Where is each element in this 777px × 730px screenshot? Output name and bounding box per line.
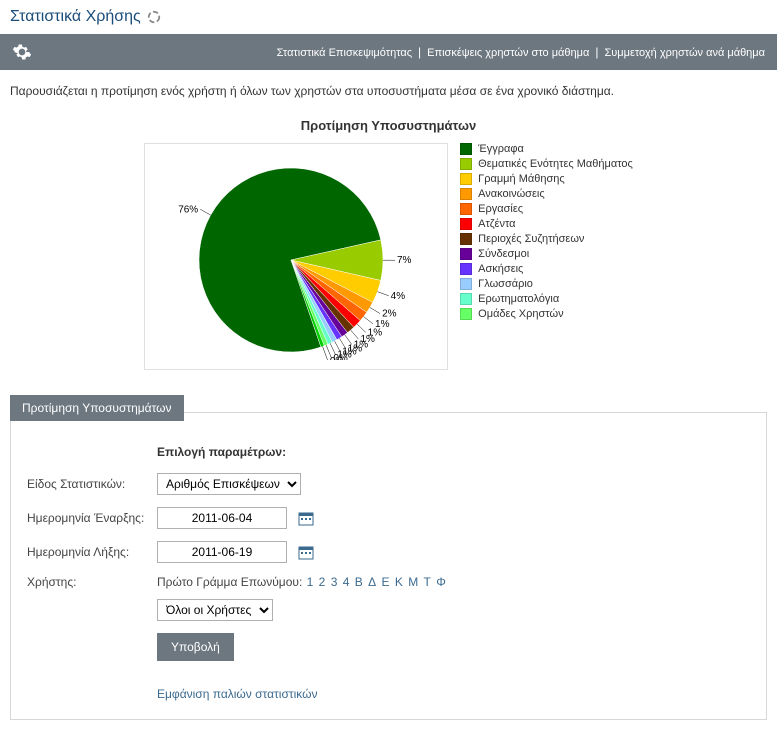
- page-title-text: Στατιστικά Χρήσης: [10, 8, 141, 26]
- refresh-icon: [147, 10, 161, 24]
- chart-area: 76%7%4%2%1%1%1%1%1%1%1%0%0% ΈγγραφαΘεματ…: [0, 143, 777, 390]
- letter-link[interactable]: Β: [355, 575, 363, 589]
- legend-swatch: [460, 203, 472, 215]
- letter-link[interactable]: 2: [319, 575, 326, 589]
- letters-label: Πρώτο Γράμμα Επωνύμου:: [157, 575, 302, 589]
- letter-link[interactable]: Δ: [368, 575, 376, 589]
- legend-swatch: [460, 278, 472, 290]
- legend-label: Έγγραφα: [478, 143, 524, 155]
- legend-label: Ομάδες Χρηστών: [478, 308, 563, 320]
- legend-item: Ομάδες Χρηστών: [460, 308, 633, 320]
- legend-swatch: [460, 188, 472, 200]
- chart-legend: Έγγραφα Θεματικές Ενότητες Μαθήματος Γραμμ…: [460, 143, 633, 370]
- toolbar-link[interactable]: Επισκέψεις χρηστών στο μάθημα: [427, 47, 589, 59]
- legend-item: Έγγραφα: [460, 143, 633, 155]
- user-label: Χρήστης:: [27, 575, 157, 589]
- surname-letters: Πρώτο Γράμμα Επωνύμου: 1 2 3 4 Β Δ Ε Κ Μ…: [157, 575, 447, 589]
- legend-item: Εργασίες: [460, 203, 633, 215]
- legend-label: Γραμμή Μάθησης: [478, 173, 565, 185]
- calendar-icon[interactable]: [298, 511, 314, 527]
- legend-item: Ασκήσεις: [460, 263, 633, 275]
- stat-type-label: Είδος Στατιστικών:: [27, 477, 157, 491]
- letter-link[interactable]: 1: [307, 575, 314, 589]
- legend-label: Εργασίες: [478, 203, 523, 215]
- legend-label: Ερωτηματολόγια: [478, 293, 559, 305]
- legend-swatch: [460, 308, 472, 320]
- stat-type-select[interactable]: Αριθμός Επισκέψεων: [157, 473, 301, 495]
- gear-icon[interactable]: [12, 42, 32, 62]
- submit-button[interactable]: Υποβολή: [157, 633, 234, 661]
- legend-swatch: [460, 248, 472, 260]
- legend-item: Ατζέντα: [460, 218, 633, 230]
- pie-label: 76%: [178, 204, 198, 215]
- pie-label: 4%: [391, 291, 406, 302]
- legend-swatch: [460, 233, 472, 245]
- letter-link[interactable]: 3: [331, 575, 338, 589]
- legend-swatch: [460, 293, 472, 305]
- legend-swatch: [460, 218, 472, 230]
- pie-chart-container: 76%7%4%2%1%1%1%1%1%1%1%0%0%: [144, 143, 448, 370]
- legend-item: Σύνδεσμοι: [460, 248, 633, 260]
- form-panel: Προτίμηση Υποσυστημάτων Επιλογή παραμέτρ…: [10, 412, 767, 720]
- legend-label: Ασκήσεις: [478, 263, 523, 275]
- legend-label: Γλωσσάριο: [478, 278, 533, 290]
- letter-link[interactable]: Μ: [408, 575, 418, 589]
- legend-label: Θεματικές Ενότητες Μαθήματος: [478, 158, 633, 170]
- letter-link[interactable]: 4: [343, 575, 350, 589]
- legend-item: Γλωσσάριο: [460, 278, 633, 290]
- letter-link[interactable]: Φ: [436, 575, 446, 589]
- legend-item: Περιοχές Συζητήσεων: [460, 233, 633, 245]
- legend-swatch: [460, 158, 472, 170]
- pie-chart: 76%7%4%2%1%1%1%1%1%1%1%0%0%: [151, 150, 441, 360]
- calendar-icon[interactable]: [298, 545, 314, 561]
- toolbar-link[interactable]: Συμμετοχή χρηστών ανά μάθημα: [604, 47, 765, 59]
- panel-tab[interactable]: Προτίμηση Υποσυστημάτων: [10, 395, 184, 421]
- letter-link[interactable]: Ε: [381, 575, 389, 589]
- toolbar-link[interactable]: Στατιστικά Επισκεψιμότητας: [277, 47, 412, 59]
- legend-label: Ατζέντα: [478, 218, 515, 230]
- pie-label: 0%: [330, 356, 345, 360]
- start-date-label: Ημερομηνία Έναρξης:: [27, 511, 157, 525]
- end-date-input[interactable]: [157, 541, 287, 563]
- letter-link[interactable]: Τ: [424, 575, 431, 589]
- form-heading: Επιλογή παραμέτρων:: [157, 445, 750, 459]
- legend-swatch: [460, 173, 472, 185]
- intro-text: Παρουσιάζεται η προτίμηση ενός χρήστη ή …: [0, 70, 777, 112]
- chart-title: Προτίμηση Υποσυστημάτων: [0, 112, 777, 143]
- legend-swatch: [460, 263, 472, 275]
- legend-item: Ανακοινώσεις: [460, 188, 633, 200]
- legend-label: Σύνδεσμοι: [478, 248, 529, 260]
- user-select[interactable]: Όλοι οι Χρήστες: [157, 599, 273, 621]
- legend-label: Ανακοινώσεις: [478, 188, 544, 200]
- letter-link[interactable]: Κ: [395, 575, 403, 589]
- end-date-label: Ημερομηνία Λήξης:: [27, 545, 157, 559]
- legend-item: Θεματικές Ενότητες Μαθήματος: [460, 158, 633, 170]
- page-title: Στατιστικά Χρήσης: [0, 0, 777, 34]
- old-stats-link[interactable]: Εμφάνιση παλιών στατιστικών: [157, 687, 318, 701]
- pie-label: 7%: [397, 255, 412, 266]
- legend-item: Γραμμή Μάθησης: [460, 173, 633, 185]
- legend-item: Ερωτηματολόγια: [460, 293, 633, 305]
- legend-swatch: [460, 143, 472, 155]
- toolbar: Στατιστικά Επισκεψιμότητας|Επισκέψεις χρ…: [0, 34, 777, 70]
- start-date-input[interactable]: [157, 507, 287, 529]
- legend-label: Περιοχές Συζητήσεων: [478, 233, 584, 245]
